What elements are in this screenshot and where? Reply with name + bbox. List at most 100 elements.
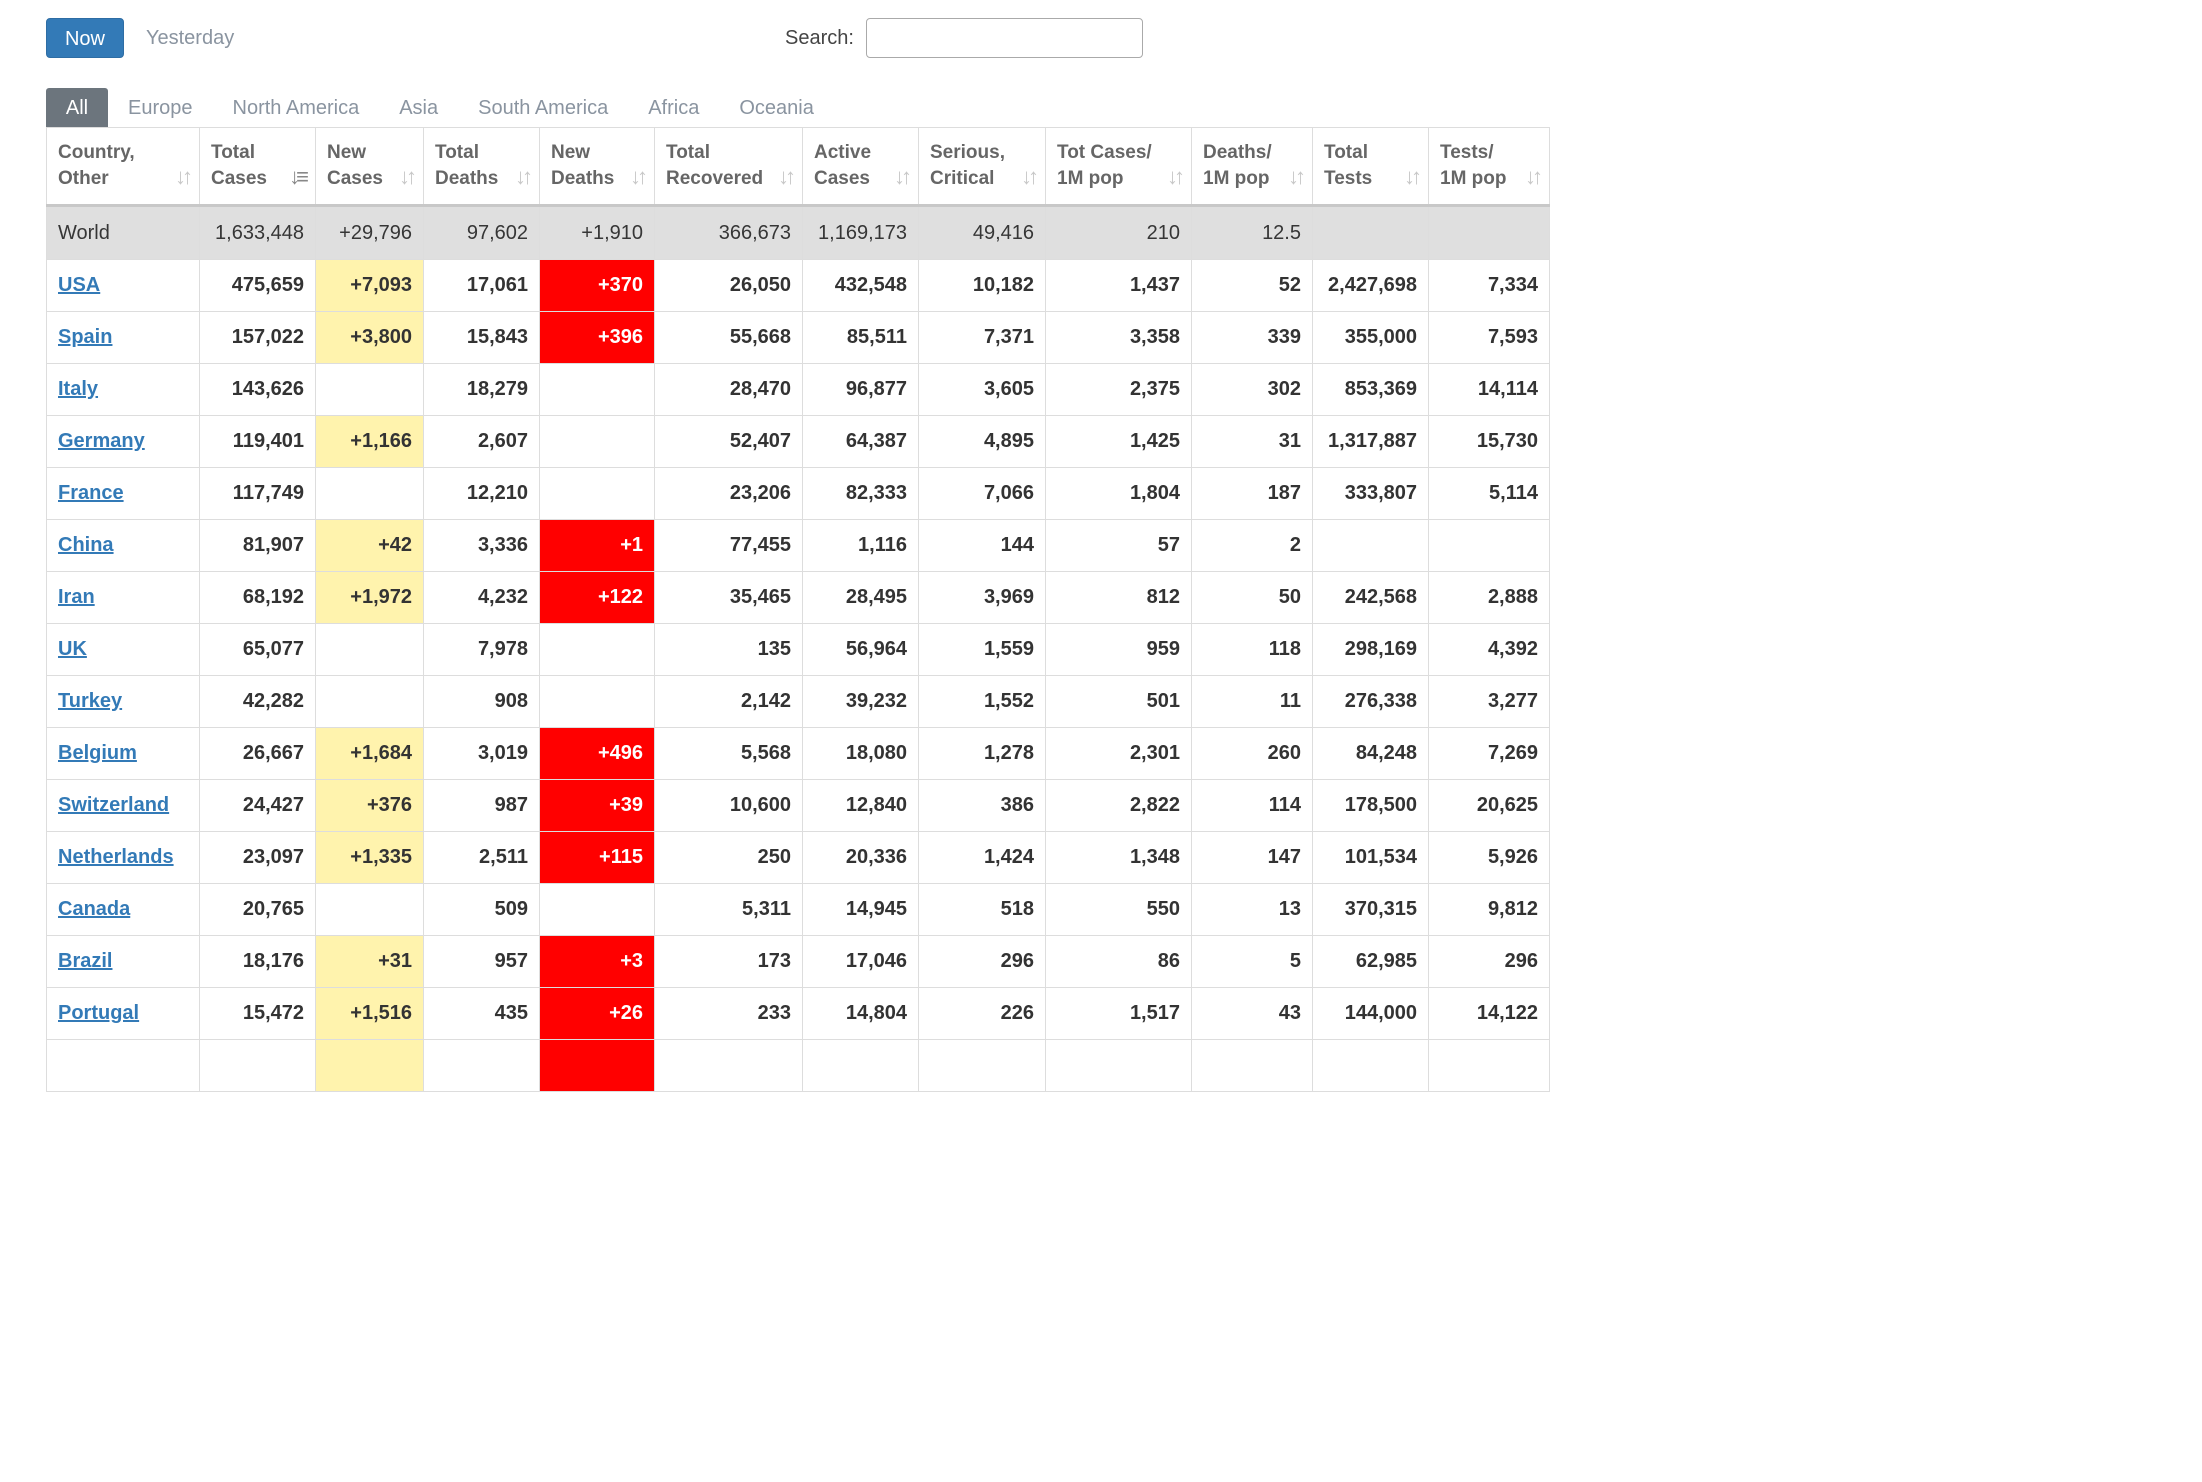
country-link[interactable]: Germany	[58, 430, 145, 452]
column-header-new-cases[interactable]: New Cases ↓↑	[315, 127, 424, 207]
country-link[interactable]: USA	[58, 274, 101, 296]
sort-icon[interactable]: ↓↑	[515, 164, 533, 189]
cell-tests-per-1m: 5,114	[1428, 467, 1550, 520]
country-link[interactable]: Brazil	[58, 950, 113, 972]
country-link[interactable]: UK	[58, 638, 87, 660]
sort-icon[interactable]: ↓↑	[1021, 164, 1039, 189]
cell-active-cases: 64,387	[802, 415, 919, 468]
sort-icon[interactable]: ↓↑	[894, 164, 912, 189]
sort-icon[interactable]: ↓↑	[399, 164, 417, 189]
column-header-serious-critical[interactable]: Serious, Critical ↓↑	[918, 127, 1046, 207]
country-link[interactable]: Italy	[58, 378, 99, 400]
table-row: Spain 157,022 +3,800 15,843 +396 55,668 85,511…	[46, 311, 1550, 364]
cell-country: Spain	[46, 311, 200, 364]
country-link[interactable]: Canada	[58, 898, 131, 920]
country-link[interactable]: Turkey	[58, 690, 123, 712]
search-input[interactable]	[866, 18, 1143, 58]
column-header-label: Deaths	[435, 168, 499, 189]
cell-serious-critical: 7,371	[918, 311, 1046, 364]
sort-icon[interactable]: ↓↑	[1525, 164, 1543, 189]
column-header-country[interactable]: Country, Other ↓↑	[46, 127, 200, 207]
column-header-total-deaths[interactable]: Total Deaths ↓↑	[423, 127, 540, 207]
column-header-label: New	[327, 142, 367, 163]
country-link[interactable]: Spain	[58, 326, 113, 348]
sort-icon[interactable]: ↓↑	[1167, 164, 1185, 189]
cell-serious-critical: 386	[918, 779, 1046, 832]
cell-total-cases: 119,401	[199, 415, 316, 468]
table-row: UK 65,077 7,978 135 56,964 1,559 959 118 298,169…	[46, 623, 1550, 676]
country-link[interactable]: France	[58, 482, 124, 504]
column-header-total-tests[interactable]: Total Tests ↓↑	[1312, 127, 1429, 207]
cell-serious-critical: 4,895	[918, 415, 1046, 468]
sort-icon[interactable]: ↓↑	[1288, 164, 1306, 189]
column-header-tot-cases-per-1m[interactable]: Tot Cases/1M pop ↓↑	[1045, 127, 1192, 207]
cell-total-cases: 157,022	[199, 311, 316, 364]
tab-europe[interactable]: Europe	[128, 97, 193, 119]
cell-active-cases: 432,548	[802, 259, 919, 312]
country-link[interactable]: Portugal	[58, 1002, 140, 1024]
cell-total-tests: 101,534	[1312, 831, 1429, 884]
cell-total-tests: 1,317,887	[1312, 415, 1429, 468]
cell-total-cases: 1,633,448	[199, 205, 316, 260]
country-link[interactable]: China	[58, 534, 114, 556]
cell-tests-per-1m	[1428, 1039, 1550, 1092]
now-button[interactable]: Now	[46, 18, 124, 58]
cell-active-cases: 1,169,173	[802, 205, 919, 260]
cell-new-cases: +42	[315, 519, 424, 572]
cell-serious-critical: 226	[918, 987, 1046, 1040]
table-row: France 117,749 12,210 23,206 82,333 7,066 1,80…	[46, 467, 1550, 520]
country-link[interactable]: Netherlands	[58, 846, 174, 868]
tab-oceania[interactable]: Oceania	[739, 97, 814, 119]
cell-new-deaths: +115	[539, 831, 655, 884]
column-header-total-recovered[interactable]: Total Recovered ↓↑	[654, 127, 803, 207]
table-row: Germany 119,401 +1,166 2,607 52,407 64,387 4,8…	[46, 415, 1550, 468]
column-header-label: Tot Cases/	[1057, 142, 1152, 163]
table-row: Belgium 26,667 +1,684 3,019 +496 5,568 18,080 1…	[46, 727, 1550, 780]
cell-total-recovered: 23,206	[654, 467, 803, 520]
tab-africa[interactable]: Africa	[648, 97, 700, 119]
yesterday-button[interactable]: Yesterday	[146, 27, 235, 49]
cell-tot-cases-per-1m	[1045, 1039, 1192, 1092]
cell-total-deaths: 2,607	[423, 415, 540, 468]
tab-asia[interactable]: Asia	[399, 97, 439, 119]
sort-icon[interactable]: ↓↑	[630, 164, 648, 189]
cell-new-deaths: +1,910	[539, 205, 655, 260]
cell-total-tests: 2,427,698	[1312, 259, 1429, 312]
column-header-tests-per-1m[interactable]: Tests/1M pop ↓↑	[1428, 127, 1550, 207]
cell-serious-critical: 1,552	[918, 675, 1046, 728]
cell-new-deaths: +396	[539, 311, 655, 364]
cell-new-deaths: +3	[539, 935, 655, 988]
cell-total-recovered: 5,568	[654, 727, 803, 780]
country-link[interactable]: Switzerland	[58, 794, 170, 816]
cell-total-cases: 15,472	[199, 987, 316, 1040]
cell-tot-cases-per-1m: 1,437	[1045, 259, 1192, 312]
cell-active-cases: 14,804	[802, 987, 919, 1040]
sort-icon[interactable]: ↓↑	[1404, 164, 1422, 189]
tab-north-america[interactable]: North America	[232, 97, 360, 119]
covid-stats-table: Country, Other ↓↑ Total Cases ↓≡ New Cases ↓↑ Tot…	[46, 127, 1550, 1092]
column-header-total-cases[interactable]: Total Cases ↓≡	[199, 127, 316, 207]
cell-new-cases	[315, 675, 424, 728]
cell-new-deaths	[539, 623, 655, 676]
cell-total-deaths: 4,232	[423, 571, 540, 624]
sort-icon[interactable]: ↓↑	[175, 164, 193, 189]
tab-all[interactable]: All	[46, 88, 108, 128]
cell-new-cases: +29,796	[315, 205, 424, 260]
column-header-label: Cases	[211, 168, 267, 189]
sort-icon[interactable]: ↓↑	[778, 164, 796, 189]
cell-active-cases: 96,877	[802, 363, 919, 416]
cell-total-recovered: 10,600	[654, 779, 803, 832]
column-header-deaths-per-1m[interactable]: Deaths/1M pop ↓↑	[1191, 127, 1313, 207]
cell-tests-per-1m: 14,114	[1428, 363, 1550, 416]
column-header-new-deaths[interactable]: New Deaths ↓↑	[539, 127, 655, 207]
cell-total-tests: 853,369	[1312, 363, 1429, 416]
column-header-label: 1M pop	[1203, 168, 1270, 189]
column-header-active-cases[interactable]: Active Cases ↓↑	[802, 127, 919, 207]
cell-serious-critical	[918, 1039, 1046, 1092]
cell-deaths-per-1m: 12.5	[1191, 205, 1313, 260]
sort-descending-icon[interactable]: ↓≡	[289, 164, 309, 189]
country-link[interactable]: Iran	[58, 586, 95, 608]
country-link[interactable]: Belgium	[58, 742, 137, 764]
cell-total-cases: 18,176	[199, 935, 316, 988]
tab-south-america[interactable]: South America	[478, 97, 609, 119]
